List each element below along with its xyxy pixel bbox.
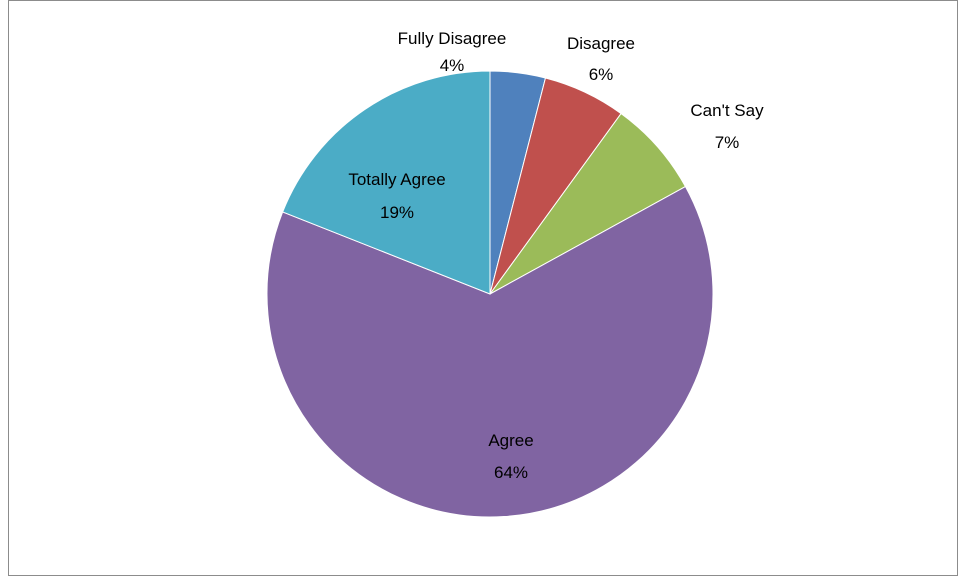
pie-labels: Fully Disagree 4% Disagree 6% Can't Say 7% Agr… [348, 29, 764, 482]
pie-slice-agree [266, 185, 714, 518]
chart-area: Fully Disagree 4% Disagree 6% Can't Say 7% Agr… [8, 0, 958, 576]
slice-value-fully-disagree: 4% [440, 56, 465, 75]
slice-value-disagree: 6% [589, 65, 614, 84]
slice-value-can-t-say: 7% [715, 133, 740, 152]
slice-label-agree: Agree [488, 431, 533, 450]
slice-label-fully-disagree: Fully Disagree [398, 29, 507, 48]
pie-slices [266, 70, 714, 518]
slice-value-totally-agree: 19% [380, 203, 414, 222]
pie-slice-totally-agree [282, 70, 491, 295]
slice-value-agree: 64% [494, 463, 528, 482]
slice-label-totally-agree: Totally Agree [348, 170, 445, 189]
slice-label-disagree: Disagree [567, 34, 635, 53]
slice-label-can-t-say: Can't Say [690, 101, 764, 120]
pie-chart: Fully Disagree 4% Disagree 6% Can't Say 7% Agr… [266, 29, 764, 518]
